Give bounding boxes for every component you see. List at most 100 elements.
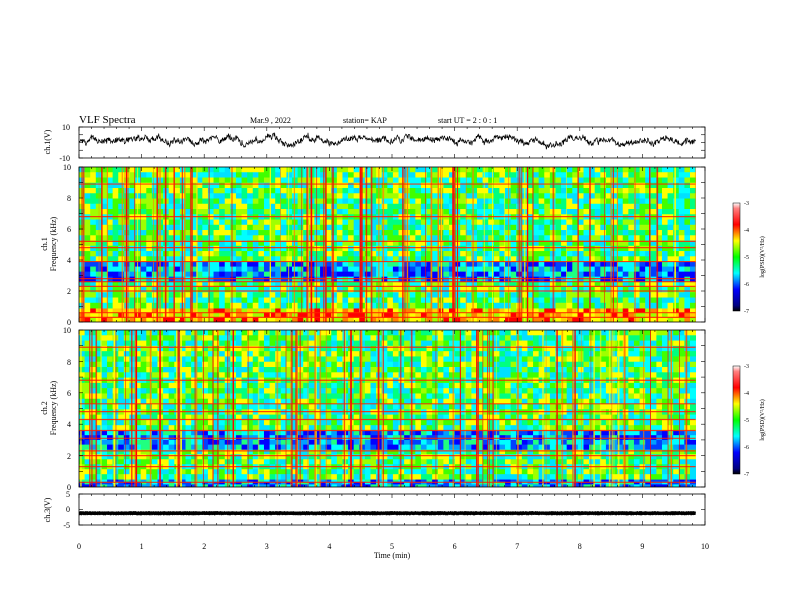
sp1-cell [639, 266, 646, 273]
sp1-cell [325, 261, 332, 267]
sp2-cell [482, 474, 489, 480]
sp1-cell [252, 266, 259, 273]
sp2-cell [331, 484, 338, 487]
sp1-cell [107, 302, 114, 309]
sp2-cell [454, 474, 461, 480]
sp1-cell [241, 219, 248, 226]
sp1-cell [269, 276, 276, 283]
sp1-cell [219, 292, 226, 298]
sp1-cell [544, 261, 551, 267]
sp1-cell [112, 198, 119, 205]
sp2-cell [140, 484, 147, 487]
sp2-cell [235, 430, 242, 436]
sp1-cell [107, 281, 114, 288]
sp1-cell [690, 297, 697, 304]
sp1-cell [140, 219, 147, 226]
sp2-cell [471, 469, 478, 475]
sp1-cell [191, 219, 198, 226]
sp1-cell [191, 266, 198, 273]
sp1-cell [476, 219, 483, 226]
sp1-cell [577, 240, 584, 247]
sp1-cell [409, 219, 416, 226]
sp2-cell [454, 481, 461, 485]
sp1-cell [275, 245, 282, 252]
sp1-cell [101, 167, 108, 173]
sp1-cell [107, 188, 114, 194]
sp2-cell [476, 469, 483, 475]
sp1-cell [678, 167, 685, 173]
sp2-cell [521, 484, 528, 487]
sp1-cell [577, 172, 584, 178]
sp1-cell [471, 266, 478, 273]
sp1-cell [617, 317, 624, 322]
sp1-cell [661, 182, 668, 189]
sp1-cell [348, 271, 355, 278]
sp1-cell [448, 245, 455, 252]
sp2-cell [303, 454, 310, 460]
sp1-cell [460, 251, 467, 257]
sp2-cell [639, 474, 646, 480]
sp1-cell [118, 230, 125, 236]
sp1-cell [118, 172, 125, 178]
sp2-cell [577, 474, 584, 480]
sp1-cell [499, 230, 506, 236]
sp1-cell [611, 182, 618, 189]
sp1-cell [617, 281, 624, 288]
sp1-cell [684, 286, 691, 293]
sp1-cell [185, 209, 192, 215]
sp1-cell [493, 182, 500, 189]
sp2-cell [353, 454, 360, 460]
sp1-cell [387, 251, 394, 257]
sp2-cell [594, 459, 601, 465]
sp1-cell [140, 235, 147, 241]
sp2-cell [79, 449, 86, 455]
sp2-cell [207, 484, 214, 487]
sp2-cell [420, 484, 427, 487]
sp1-cell [280, 193, 287, 199]
sp1-cell [275, 203, 282, 210]
sp2-cell [549, 481, 556, 485]
sp1-cell [336, 308, 343, 314]
sp1-cell [90, 276, 97, 283]
sp1-cell [561, 286, 568, 293]
sp1-cell [314, 292, 321, 298]
sp1-cell [336, 312, 343, 318]
sp1-cell [600, 276, 607, 283]
sp1-cell [185, 251, 192, 257]
sp2-cell [505, 430, 512, 436]
sp1-cell [443, 276, 450, 283]
sp1-cell [185, 302, 192, 309]
sp1-cell [107, 198, 114, 205]
sp1-cell [286, 167, 293, 173]
sp1-cell [533, 281, 540, 288]
sp1-cell [129, 276, 136, 283]
sp2-cell [207, 449, 214, 455]
sp1-cell [325, 292, 332, 298]
sp1-cell [583, 193, 590, 199]
sp1-cell [426, 235, 433, 241]
sp1-cell [219, 224, 226, 231]
sp1-cell [589, 209, 596, 215]
sp1-cell [258, 240, 265, 247]
sp1-cell [628, 276, 635, 283]
sp1-cell [224, 193, 231, 199]
sp2-cell [488, 430, 495, 436]
sp1-cell [224, 235, 231, 241]
sp2-cell [583, 439, 590, 446]
sp2-cell [146, 459, 153, 465]
sp1-cell [605, 271, 612, 278]
sp1-cell [544, 177, 551, 184]
sp1-cell [426, 219, 433, 226]
sp1-cell [331, 281, 338, 288]
sp1-cell [370, 286, 377, 293]
sp1-cell [292, 177, 299, 184]
sp1-cell [140, 182, 147, 189]
sp1-cell [224, 240, 231, 247]
sp1-cell [566, 224, 573, 231]
sp1-cell [678, 188, 685, 194]
sp1-cell [645, 245, 652, 252]
sp1-cell [146, 230, 153, 236]
sp1-cell [594, 312, 601, 318]
sp2-cell [589, 449, 596, 455]
sp1-cell [633, 177, 640, 184]
